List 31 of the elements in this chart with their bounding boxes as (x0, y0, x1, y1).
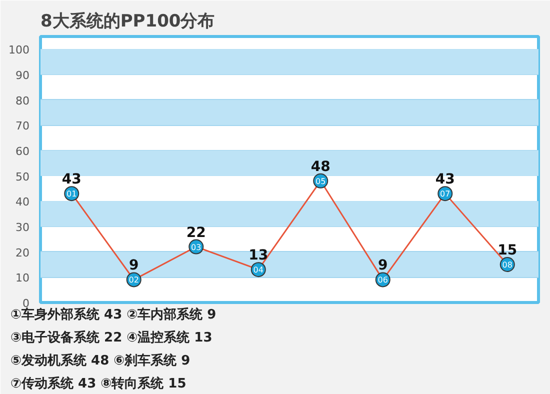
y-tick-label: 40 (16, 196, 30, 209)
x-tick-label: 01 (66, 190, 77, 199)
data-label: 13 (248, 248, 268, 264)
text: ⑦传动系统 43 ⑧转向系统 15 (10, 376, 186, 392)
text: ③电子设备系统 22 ④温控系统 13 (10, 330, 212, 346)
y-tick-label: 10 (16, 272, 30, 285)
text: ⑤发动机系统 48 ⑥刹车系统 9 (10, 352, 190, 368)
x-tick-label: 08 (502, 260, 512, 270)
x-tick-label: 03 (191, 242, 202, 252)
y-tick-label: 60 (16, 145, 30, 158)
x-tick-label: 05 (316, 176, 326, 186)
chart-title: 8大系统的PP100分布 (40, 12, 215, 32)
x-tick-label: 07 (440, 190, 450, 199)
y-tick-label: 90 (16, 69, 30, 82)
y-tick-label: 70 (16, 120, 30, 133)
x-tick-label: 06 (378, 276, 388, 285)
data-label: 43 (435, 172, 455, 188)
y-tick-label: 20 (16, 246, 30, 260)
x-tick-label: 02 (128, 276, 139, 285)
data-label: 15 (498, 242, 518, 258)
x-tick-label: 04 (253, 266, 264, 275)
text: ①车身外部系统 43 ②车内部系统 9 (10, 306, 216, 322)
data-label: 22 (186, 224, 206, 241)
y-tick-label: 80 (16, 94, 30, 108)
y-tick-label: 100 (8, 44, 30, 57)
data-label: 48 (310, 158, 330, 175)
data-label: 9 (378, 258, 388, 274)
y-tick-label: 50 (16, 170, 30, 184)
data-label: 9 (129, 258, 139, 274)
y-tick-label: 30 (16, 221, 30, 234)
data-label: 43 (62, 172, 82, 188)
